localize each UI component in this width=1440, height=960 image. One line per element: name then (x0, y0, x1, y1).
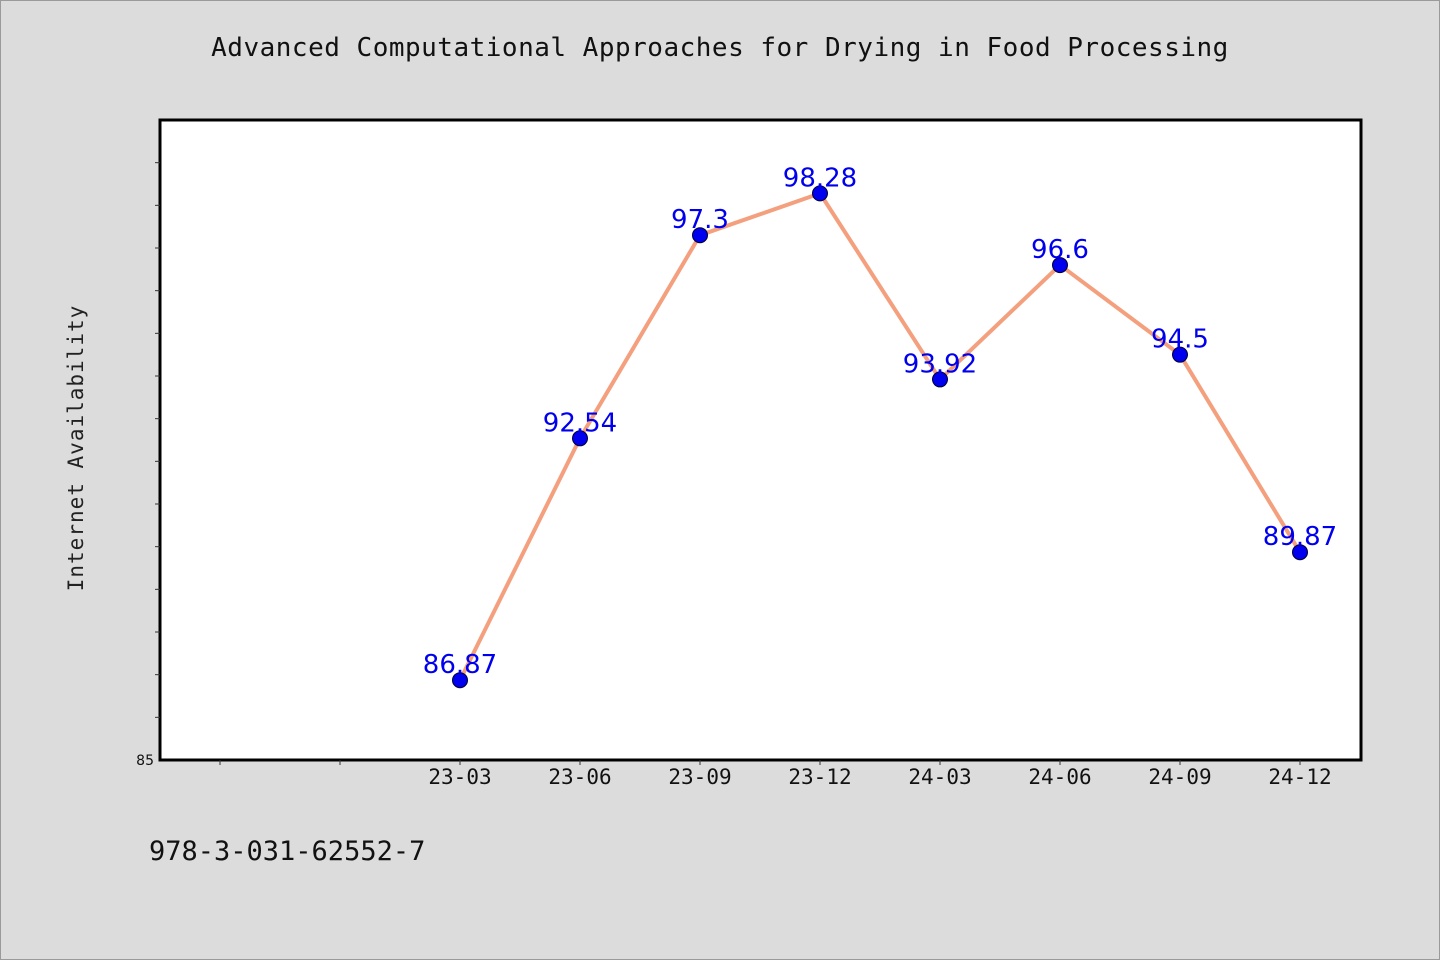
data-label: 86.87 (423, 650, 497, 680)
data-labels: 86.87 92.54 97.3 98.28 93.92 96.6 94.5 89.87 (423, 163, 1337, 680)
x-tick-label: 23-12 (788, 765, 851, 789)
data-point (932, 371, 948, 388)
chart-title: Advanced Computational Approaches for Dr… (211, 33, 1229, 63)
x-tick-label: 24-03 (908, 765, 971, 789)
x-tick-label: 23-06 (548, 765, 611, 789)
data-label: 93.92 (903, 349, 977, 379)
data-point (812, 185, 828, 202)
data-point (1172, 346, 1188, 363)
data-point (1052, 257, 1068, 274)
isbn-text: 978-3-031-62552-7 (149, 836, 426, 867)
series-markers (452, 185, 1308, 689)
x-axis-ticks: 23-03 23-06 23-09 23-12 24-03 24-06 24-09 24-12 (219, 760, 1332, 789)
data-point (1292, 544, 1308, 561)
data-label: 98.28 (783, 163, 857, 193)
x-tick-label: 24-12 (1268, 765, 1331, 789)
data-label: 89.87 (1263, 522, 1337, 552)
data-label: 92.54 (543, 408, 617, 438)
x-tick-label: 23-09 (668, 765, 731, 789)
data-point (452, 672, 468, 689)
y-tick-label: 85 (136, 753, 154, 769)
data-label: 94.5 (1151, 325, 1209, 355)
x-tick-label: 24-09 (1148, 765, 1211, 789)
series-lines (458, 191, 1302, 683)
plot-area (158, 118, 1363, 762)
series-line (458, 191, 1302, 683)
data-label: 97.3 (671, 205, 729, 235)
data-point (692, 227, 708, 244)
y-axis-ticks: 85 (136, 162, 160, 769)
x-tick-label: 23-03 (428, 765, 491, 789)
x-tick-label: 24-06 (1028, 765, 1091, 789)
data-point (572, 430, 588, 447)
data-label: 96.6 (1031, 235, 1089, 265)
